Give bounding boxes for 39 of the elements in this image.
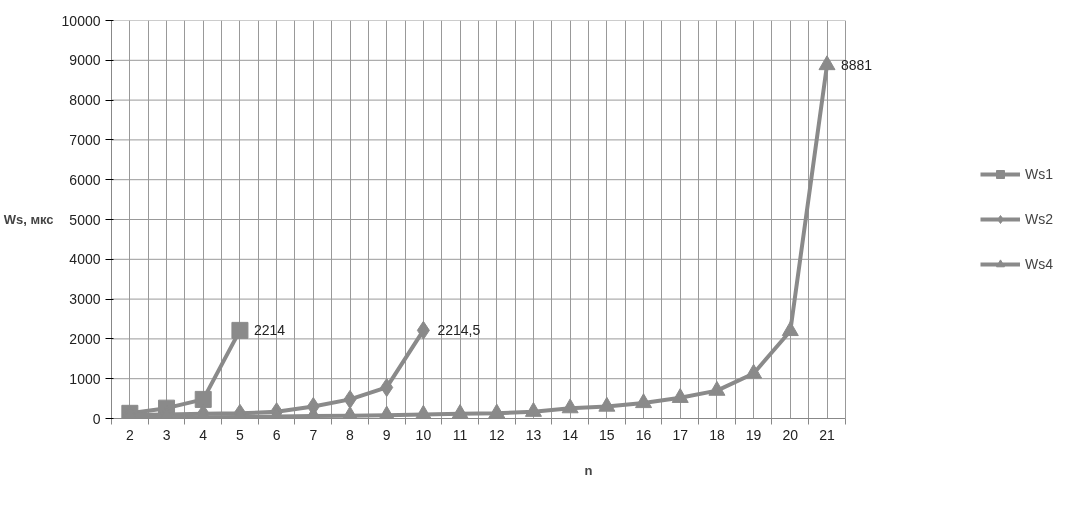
x-tick-label: 12 (488, 426, 505, 443)
y-axis-title: Ws, мкс (3, 212, 54, 227)
x-tick-label: 21 (819, 426, 835, 443)
y-tick-label: 7000 (69, 131, 101, 148)
legend-label: Ws2 (1025, 211, 1054, 227)
y-tick-label: 4000 (69, 251, 101, 268)
x-tick-label: 11 (452, 426, 468, 443)
x-axis-title: n (584, 462, 593, 478)
y-tick-label: 8000 (69, 92, 101, 109)
x-tick-label: 18 (709, 426, 725, 443)
x-tick-label: 9 (382, 426, 391, 443)
y-tick-label: 5000 (69, 211, 101, 228)
x-tick-label: 13 (525, 426, 542, 443)
y-tick-label: 10000 (61, 12, 101, 29)
y-tick-label: 1000 (69, 370, 101, 387)
y-tick-label: 0 (92, 410, 101, 427)
y-tick-label: 2000 (69, 330, 101, 347)
x-tick-label: 20 (782, 426, 799, 443)
y-tick-label: 9000 (69, 52, 101, 69)
y-tick-label: 3000 (69, 291, 101, 308)
x-tick-label: 4 (199, 426, 208, 443)
x-tick-label: 19 (745, 426, 762, 443)
x-tick-label: 7 (309, 426, 318, 443)
x-tick-label: 16 (635, 426, 652, 443)
data-label: 8881 (841, 57, 873, 74)
x-tick-label: 5 (236, 426, 245, 443)
legend-label: Ws4 (1025, 256, 1054, 272)
data-label: 2214,5 (437, 322, 481, 339)
x-tick-label: 10 (415, 426, 432, 443)
x-tick-label: 17 (672, 426, 689, 443)
x-tick-label: 14 (562, 426, 579, 443)
y-tick-label: 6000 (69, 171, 101, 188)
x-tick-label: 3 (162, 426, 171, 443)
x-tick-label: 2 (125, 426, 134, 443)
x-tick-label: 6 (272, 426, 281, 443)
data-label: 2214 (253, 322, 286, 339)
x-tick-label: 8 (346, 426, 355, 443)
legend-label: Ws1 (1025, 166, 1054, 182)
x-tick-label: 15 (599, 426, 615, 443)
